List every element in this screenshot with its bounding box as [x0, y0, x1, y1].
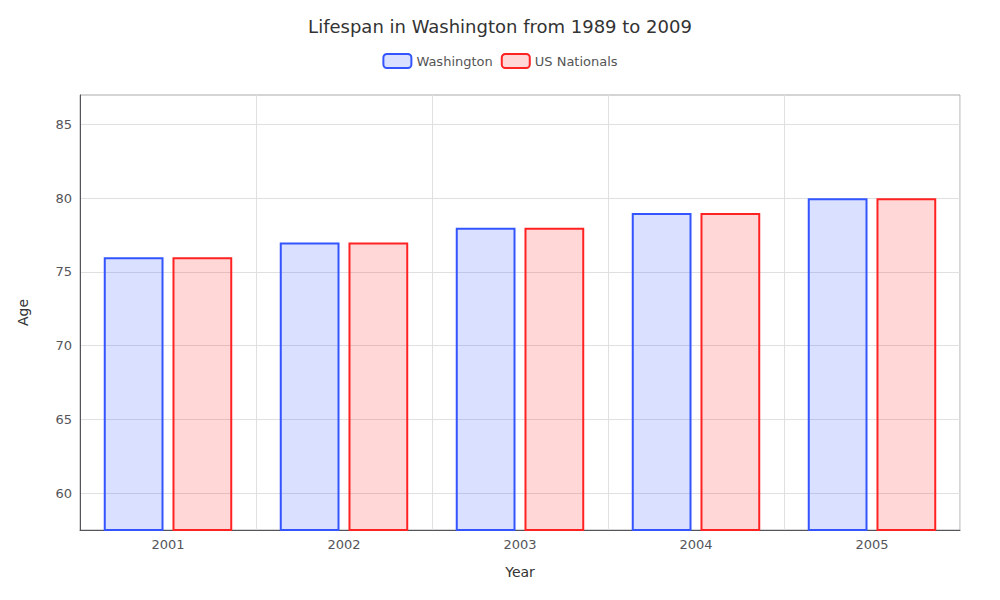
svg-text:2003: 2003	[503, 537, 536, 552]
svg-text:80: 80	[55, 191, 72, 206]
svg-text:75: 75	[55, 264, 72, 279]
svg-text:Age: Age	[15, 299, 31, 326]
svg-text:2004: 2004	[679, 537, 712, 552]
svg-text:Washington: Washington	[416, 54, 492, 69]
svg-text:65: 65	[55, 412, 72, 427]
svg-text:2002: 2002	[327, 537, 360, 552]
svg-text:US Nationals: US Nationals	[535, 54, 618, 69]
svg-text:Year: Year	[504, 564, 535, 580]
svg-text:85: 85	[55, 117, 72, 132]
svg-text:2001: 2001	[151, 537, 184, 552]
svg-text:Lifespan in Washington from 19: Lifespan in Washington from 1989 to 2009	[308, 16, 692, 37]
svg-text:2005: 2005	[855, 537, 888, 552]
svg-text:60: 60	[55, 486, 72, 501]
svg-text:70: 70	[55, 338, 72, 353]
